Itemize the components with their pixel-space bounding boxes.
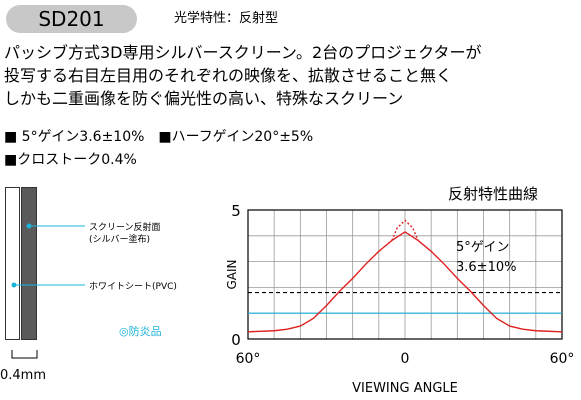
model-name: SD201	[38, 7, 105, 31]
description-line: しかも二重画像を防ぐ偏光性の高い、特殊なスクリーン	[4, 89, 404, 108]
y-tick-label: 0	[231, 331, 241, 349]
fireproof-label: ◎防炎品	[119, 325, 162, 338]
x-axis-label: VIEWING ANGLE	[352, 381, 458, 396]
gain-curve-peak-dotted	[391, 219, 419, 241]
description-line: パッシブ方式3D専用シルバースクリーン。2台のプロジェクターが	[4, 43, 482, 62]
coating-leader-dot	[26, 223, 32, 229]
description-line: 投写する右目左目用のそれぞれの映像を、拡散させること無く	[4, 66, 453, 85]
spec-crosstalk-line: ■クロストーク0.4%	[4, 152, 137, 168]
white-sheet-layer	[5, 187, 20, 340]
y-tick-label: 5	[231, 202, 241, 220]
silver-coating-layer	[21, 187, 37, 340]
x-tick-label: 60°	[550, 351, 575, 367]
gain-annotation-line2: 3.6±10%	[456, 260, 516, 275]
spec-gain-line: ■ 5°ゲイン3.6±10% ■ハーフゲイン20°±5%	[4, 129, 314, 145]
x-tick-label: 60°	[236, 351, 261, 367]
plot-frame	[247, 209, 563, 340]
gain-curve-line	[247, 231, 563, 333]
white-sheet-label: ホワイトシート(PVC)	[89, 282, 177, 292]
y-axis-label: GAIN	[225, 259, 239, 289]
coating-sublabel: (シルバー塗布)	[89, 235, 151, 245]
optical-type-subtitle: 光学特性：反射型	[174, 11, 279, 26]
gain-annotation-line1: 5°ゲイン	[456, 240, 510, 255]
coating-label: スクリーン反射面	[89, 223, 161, 233]
product-description: パッシブ方式3D専用シルバースクリーン。2台のプロジェクターが 投写する右目左目…	[4, 41, 578, 110]
thickness-bracket	[11, 350, 38, 359]
sheet-leader-dot	[11, 282, 17, 288]
x-tick-label: 0	[401, 351, 410, 367]
model-badge: SD201	[6, 5, 137, 33]
thickness-label: 0.4mm	[0, 368, 47, 383]
chart-title: 反射特性曲線	[448, 185, 539, 203]
